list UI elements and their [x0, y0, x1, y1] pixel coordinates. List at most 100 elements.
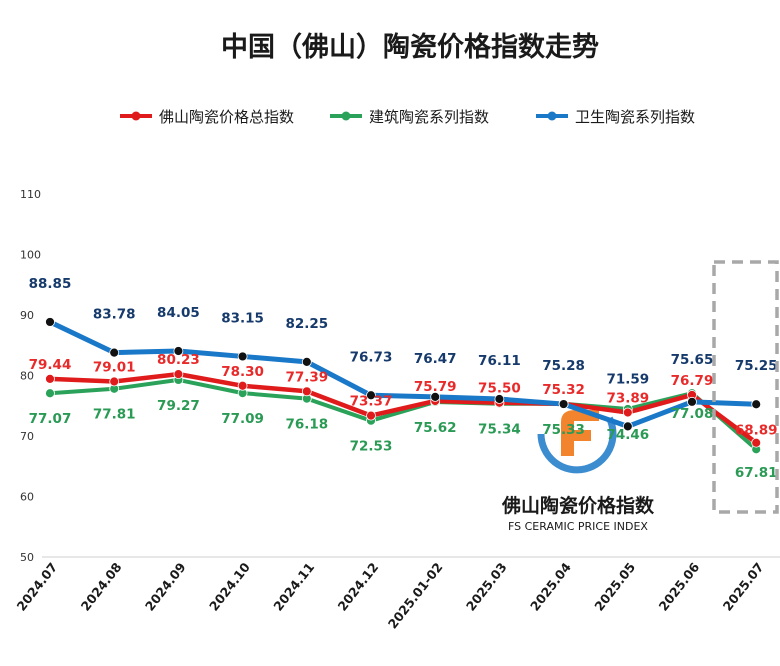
series-line [48, 377, 759, 452]
data-label: 88.85 [29, 276, 72, 292]
x-tick-label: 2025.07 [720, 560, 767, 614]
data-label: 75.33 [542, 422, 585, 438]
data-point [366, 390, 376, 401]
data-point [237, 380, 248, 391]
data-label: 79.01 [93, 359, 136, 375]
data-label: 79.27 [157, 398, 200, 414]
legend-swatch-marker [341, 111, 351, 121]
data-point [751, 399, 762, 410]
legend-label: 佛山陶瓷价格总指数 [159, 108, 294, 126]
series-line [47, 319, 759, 429]
y-tick-label: 50 [20, 551, 34, 564]
legend-label: 卫生陶瓷系列指数 [575, 108, 695, 126]
data-point [751, 437, 762, 448]
data-labels: 79.44 79.01 80.23 78.30 77.39 73.37 75.79 75.50… [29, 276, 778, 481]
data-point [109, 347, 120, 358]
x-tick-label: 2025.01-02 [385, 560, 446, 632]
data-label: 80.23 [157, 352, 200, 368]
data-label: 75.65 [671, 352, 714, 368]
data-label: 83.15 [221, 310, 264, 326]
legend-label: 建筑陶瓷系列指数 [369, 108, 489, 126]
data-label: 75.50 [478, 381, 521, 397]
data-label: 77.08 [671, 406, 714, 422]
logo-ring [537, 416, 617, 474]
data-label: 71.59 [606, 371, 649, 387]
data-point [301, 356, 312, 367]
data-label: 77.07 [29, 411, 72, 427]
data-point [45, 317, 55, 327]
data-label: 76.79 [671, 373, 714, 389]
data-label: 78.30 [221, 364, 264, 380]
data-label: 75.32 [542, 382, 585, 398]
x-tick-label: 2024.07 [13, 560, 60, 614]
watermark-logo: 佛山陶瓷价格指数 FS CERAMIC PRICE INDEX [501, 410, 655, 533]
x-tick-label: 2025.04 [527, 559, 574, 613]
highlight-box [712, 260, 779, 514]
data-label: 76.47 [414, 351, 457, 367]
x-tick-label: 2025.05 [591, 560, 638, 614]
watermark-subtitle: FS CERAMIC PRICE INDEX [508, 520, 648, 533]
x-tick-label: 2025.06 [655, 559, 702, 613]
data-label: 77.81 [93, 407, 136, 423]
data-label: 82.25 [285, 316, 328, 332]
data-point [45, 373, 55, 384]
y-tick-label: 70 [20, 430, 34, 443]
data-label: 72.53 [350, 439, 393, 455]
watermark-title: 佛山陶瓷价格指数 [501, 494, 655, 517]
data-label: 75.28 [542, 358, 585, 374]
x-tick-label: 2024.10 [206, 559, 253, 613]
data-label: 73.37 [350, 394, 393, 410]
data-label: 75.25 [735, 358, 778, 374]
data-label: 76.18 [285, 417, 328, 433]
data-label: 68.89 [735, 423, 778, 439]
data-label: 83.78 [93, 307, 136, 323]
y-tick-label: 80 [20, 370, 34, 383]
legend: 佛山陶瓷价格总指数 建筑陶瓷系列指数 卫生陶瓷系列指数 [120, 108, 695, 126]
data-label: 76.73 [350, 349, 393, 365]
x-tick-label: 2024.09 [142, 560, 189, 614]
legend-swatch-marker [547, 111, 557, 121]
data-label: 77.09 [221, 411, 264, 427]
data-point [558, 399, 569, 409]
y-tick-label: 90 [20, 309, 34, 322]
data-label: 79.44 [29, 357, 72, 373]
data-point [237, 351, 248, 362]
fs-ceramic-logo-icon [537, 410, 617, 474]
chart-title: 中国（佛山）陶瓷价格指数走势 [221, 31, 599, 63]
series-line [47, 371, 759, 445]
series-points [45, 317, 762, 455]
data-point [109, 376, 120, 387]
data-label: 77.39 [285, 369, 328, 385]
data-point [622, 421, 633, 432]
data-point [173, 346, 184, 356]
data-point [45, 388, 55, 399]
y-tick-label: 110 [20, 188, 41, 201]
data-label: 75.34 [478, 422, 521, 438]
x-tick-label: 2024.08 [78, 560, 125, 614]
data-point [301, 386, 312, 397]
data-point [494, 394, 505, 404]
data-label: 73.89 [606, 390, 649, 406]
data-point [687, 396, 697, 407]
data-label: 75.79 [414, 379, 457, 395]
y-tick-label: 60 [20, 491, 34, 504]
legend-swatch-marker [131, 111, 141, 121]
data-label: 74.46 [606, 427, 649, 443]
x-tick-label: 2024.12 [334, 560, 381, 614]
data-label: 76.11 [478, 353, 521, 369]
data-point [430, 391, 441, 402]
data-point [173, 369, 184, 380]
y-axis: 50 60 70 80 90 100 110 [20, 188, 41, 564]
x-tick-label: 2025.03 [463, 560, 510, 614]
data-label: 75.62 [414, 420, 457, 436]
logo-letter-f [561, 410, 599, 456]
data-label: 67.81 [735, 465, 778, 481]
x-tick-label: 2024.11 [270, 560, 317, 614]
data-label: 84.05 [157, 305, 200, 321]
series-lines [47, 319, 759, 452]
data-point [366, 410, 376, 421]
x-axis: 2024.07 2024.08 2024.09 2024.10 2024.11 2024.… [13, 559, 766, 631]
data-point [622, 407, 633, 418]
